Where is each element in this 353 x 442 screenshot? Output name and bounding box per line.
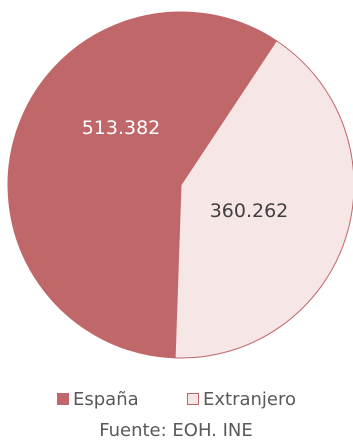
pie-slice-extranjero xyxy=(174,40,353,359)
source-note: Fuente: EOH. INE xyxy=(99,420,253,441)
pie-slices xyxy=(7,11,353,359)
data-labels: 513.382 360.262 xyxy=(82,117,289,222)
legend-swatch-extranjero xyxy=(187,393,199,405)
pie-slice-espana xyxy=(7,11,278,359)
data-label-espana: 513.382 xyxy=(82,117,161,139)
legend: España Extranjero xyxy=(57,389,296,410)
legend-label-extranjero: Extranjero xyxy=(203,389,296,410)
data-label-extranjero: 360.262 xyxy=(210,200,289,222)
legend-swatch-espana xyxy=(57,393,69,405)
legend-label-espana: España xyxy=(73,389,139,410)
